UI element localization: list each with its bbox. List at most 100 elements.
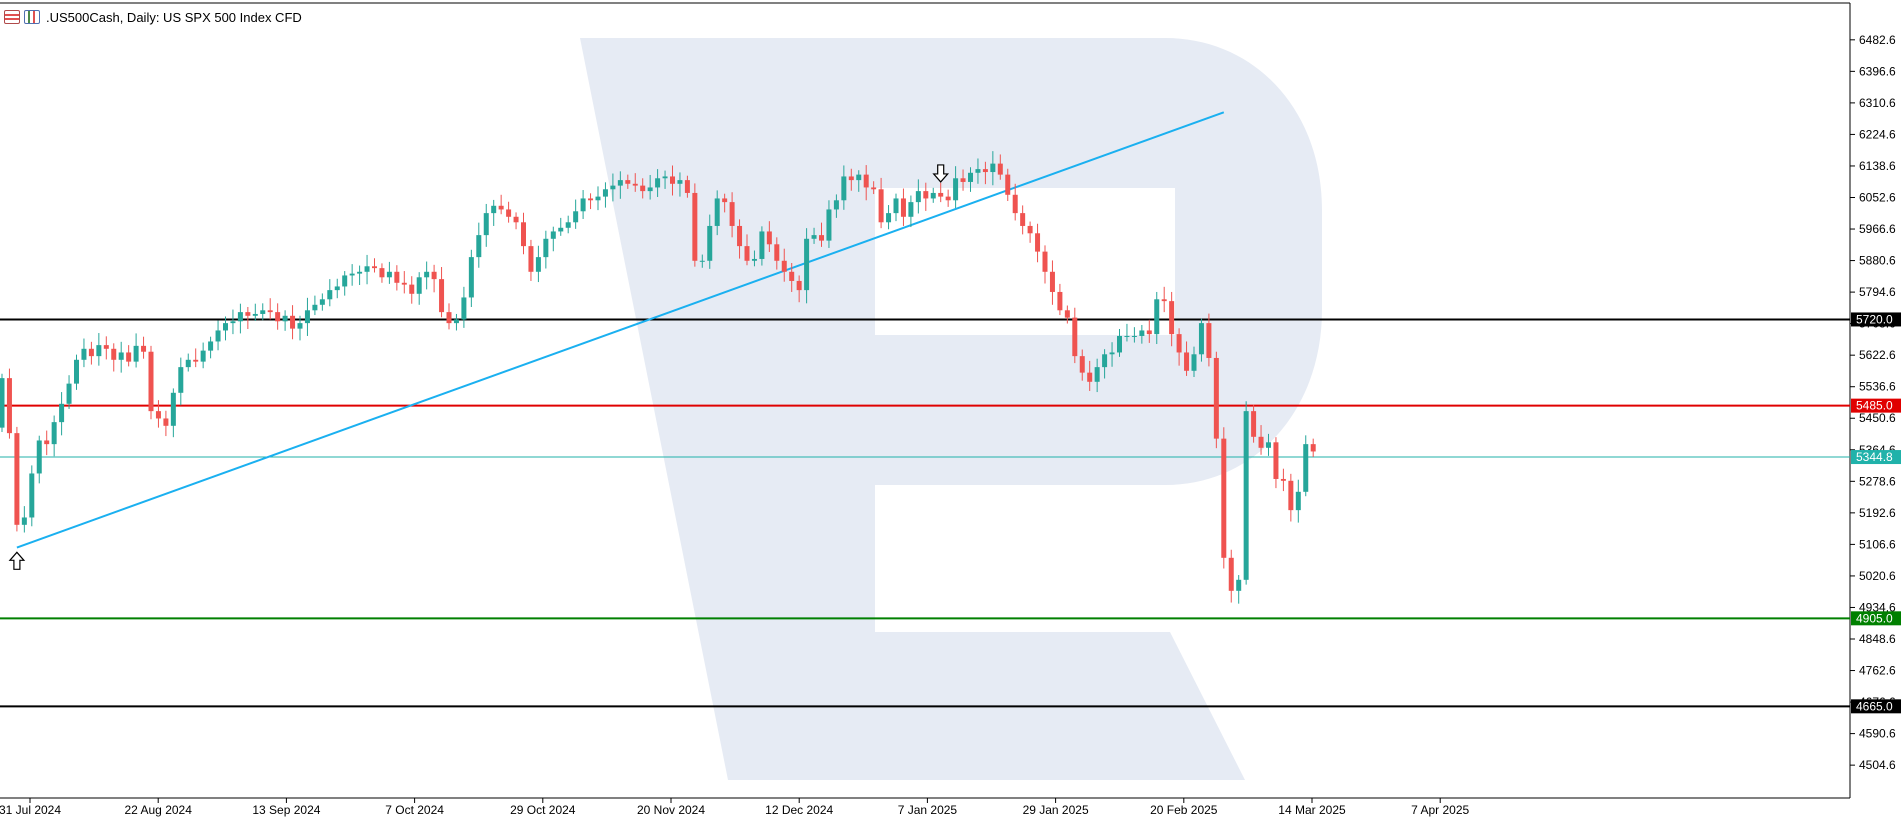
candle-body <box>111 348 117 360</box>
bar-chart-icon[interactable] <box>24 10 40 24</box>
x-tick-label: 29 Jan 2025 <box>1023 803 1089 817</box>
candle-body <box>1027 225 1033 234</box>
table-icon[interactable] <box>4 10 20 24</box>
trendline-segment <box>16 111 1225 549</box>
candle-body <box>1176 334 1182 353</box>
candle-body <box>1117 335 1122 353</box>
candle-body <box>975 169 981 173</box>
x-tick-label: 14 Mar 2025 <box>1278 803 1346 817</box>
candle-body <box>953 178 959 201</box>
candle-body <box>260 310 266 314</box>
candle-body <box>446 312 452 324</box>
level-label-box <box>1851 312 1901 327</box>
y-tick-label: 6310.6 <box>1859 96 1896 110</box>
candle-body <box>1057 291 1063 311</box>
candle-body <box>170 392 176 426</box>
candle-body <box>997 163 1003 175</box>
candle-body <box>386 271 392 278</box>
level-label-box <box>1851 450 1901 465</box>
level-label: 5720.0 <box>1856 312 1893 326</box>
candle-body <box>476 235 482 258</box>
candle-body <box>707 225 713 261</box>
level-label: 5485.0 <box>1856 399 1893 413</box>
x-tick-label: 13 Sep 2024 <box>252 803 320 817</box>
candle-body <box>1206 323 1212 358</box>
candle-body <box>230 321 236 324</box>
candle-body <box>1228 557 1234 591</box>
candle-body <box>178 367 184 393</box>
candle-body <box>252 313 258 316</box>
x-tick-label: 7 Oct 2024 <box>385 803 444 817</box>
candle-body <box>565 222 571 228</box>
level-label: 4905.0 <box>1856 611 1893 625</box>
candle-body <box>342 275 348 287</box>
candle-body <box>394 271 400 283</box>
candle-body <box>0 378 5 428</box>
y-tick-label: 6138.6 <box>1859 159 1896 173</box>
candle-body <box>893 198 899 214</box>
candle-body <box>625 180 631 184</box>
candle-body <box>372 266 377 269</box>
candle-body <box>1273 442 1279 479</box>
candle-body <box>312 304 318 311</box>
candle-body <box>59 403 65 423</box>
price-axis: 6482.6 6396.6 6310.6 6224.6 6138.6 6052.6 5966… <box>1850 33 1896 772</box>
candle-body <box>44 440 50 445</box>
candle-body <box>1198 323 1204 355</box>
level-labels: 5720.0 5485.0 5344.8 4905.0 4665.0 <box>1851 312 1901 714</box>
candle-body <box>804 238 810 291</box>
candle-body <box>699 260 705 262</box>
candle-body <box>1035 233 1041 252</box>
candle-body <box>833 200 839 210</box>
candle-body <box>1154 299 1160 335</box>
x-tick-label: 20 Feb 2025 <box>1150 803 1218 817</box>
candle-body <box>580 198 586 212</box>
candle-body <box>498 205 504 210</box>
candle-body <box>759 231 765 259</box>
candle-body <box>878 189 884 223</box>
candle-body <box>1191 354 1197 371</box>
candle-body <box>938 192 944 197</box>
candle-body <box>1072 317 1078 357</box>
candle-body <box>401 282 407 285</box>
candle-body <box>267 310 273 313</box>
x-tick-label: 7 Apr 2025 <box>1411 803 1469 817</box>
candle-body <box>155 411 161 419</box>
candle-body <box>1020 213 1026 226</box>
arrow-markers <box>8 164 950 570</box>
candle-body <box>96 345 102 357</box>
candle-body <box>245 312 251 316</box>
candle-body <box>1169 301 1175 335</box>
candle-body <box>327 290 333 300</box>
candle-body <box>774 244 780 261</box>
y-tick-label: 4934.6 <box>1859 600 1896 614</box>
candle-body <box>521 222 526 247</box>
candle-body <box>364 266 370 272</box>
candle-body <box>275 312 281 322</box>
x-tick-label: 12 Dec 2024 <box>765 803 833 817</box>
candle-body <box>349 273 355 276</box>
candle-body <box>103 345 109 349</box>
y-tick-label: 5622.6 <box>1859 348 1896 362</box>
candle-body <box>729 202 735 226</box>
y-tick-label: 5966.6 <box>1859 222 1896 236</box>
candle-body <box>1042 251 1048 272</box>
y-tick-label: 5880.6 <box>1859 254 1896 268</box>
candle-body <box>357 271 363 274</box>
x-tick-label: 31 Jul 2024 <box>0 803 61 817</box>
candle-body <box>677 180 683 184</box>
plot-frame <box>0 2 1851 799</box>
candle-body <box>304 310 310 324</box>
candle-body <box>535 257 541 272</box>
trendline[interactable] <box>16 111 1225 549</box>
candle-body <box>1124 335 1130 337</box>
candle-body <box>297 323 303 329</box>
y-tick-label: 5278.6 <box>1859 474 1896 488</box>
candles <box>0 151 1316 604</box>
candle-body <box>856 174 862 181</box>
level-label-box <box>1851 398 1901 413</box>
candle-body <box>1266 442 1271 448</box>
candle-body <box>74 359 79 384</box>
y-tick-label: 4590.6 <box>1859 727 1896 741</box>
